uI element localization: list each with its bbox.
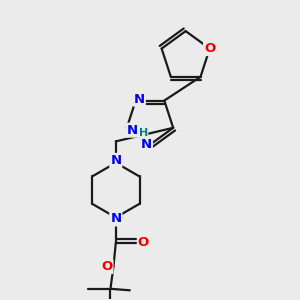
Text: N: N <box>141 138 152 151</box>
Text: H: H <box>139 128 148 138</box>
Text: N: N <box>127 124 138 137</box>
Text: N: N <box>110 212 122 226</box>
Text: O: O <box>204 42 215 55</box>
Text: N: N <box>110 154 122 167</box>
Text: N: N <box>134 93 145 106</box>
Text: O: O <box>101 260 112 273</box>
Text: O: O <box>138 236 149 249</box>
